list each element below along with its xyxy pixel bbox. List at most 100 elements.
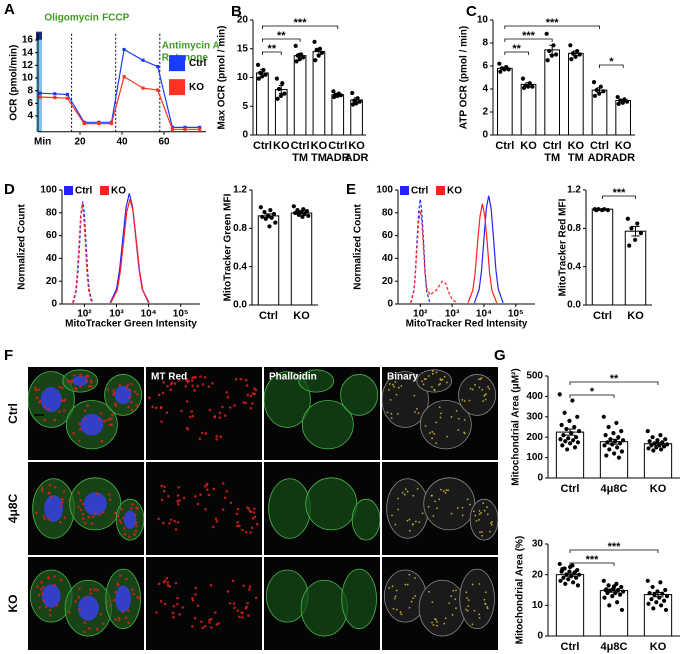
nucleus (41, 584, 61, 608)
x-axis-label: MitoTracker Green Intensity (65, 319, 197, 330)
x-tick-label: ADR (611, 152, 635, 164)
mitochondria (48, 491, 51, 495)
data-point (275, 96, 280, 101)
mitochondria (41, 586, 45, 589)
data-point (615, 445, 620, 450)
mitochondria (425, 378, 428, 380)
mitochondria (191, 625, 194, 628)
point (156, 65, 160, 69)
mitochondria (78, 587, 81, 591)
data-point (605, 440, 610, 445)
mitochondria (167, 494, 170, 498)
cell-actin (301, 400, 354, 450)
mitochondria (221, 508, 225, 512)
mitochondria (34, 511, 38, 515)
x-tick-label: Ctrl (590, 140, 609, 152)
mitochondria (114, 404, 118, 407)
mitochondria (253, 392, 256, 396)
mitochondria (438, 498, 441, 501)
mitochondria (161, 391, 165, 395)
mitochondria (408, 529, 411, 532)
mitochondria (196, 384, 200, 388)
mitochondria (191, 599, 195, 602)
mitochondria (484, 591, 487, 594)
mitochondria (157, 517, 160, 521)
row-label: 4μ8C (6, 493, 20, 523)
mitochondria (162, 489, 166, 493)
mitochondria (68, 611, 71, 614)
mitochondria (91, 522, 94, 525)
mitochondria (42, 514, 46, 518)
legend-swatch (169, 79, 186, 96)
point (170, 125, 174, 129)
mitochondria (129, 507, 133, 510)
mitochondria (474, 383, 476, 386)
x-tick-label: KO (273, 140, 290, 152)
data-point (563, 581, 568, 586)
mitochondria (397, 497, 400, 500)
data-point (620, 438, 626, 443)
mitochondria (112, 389, 115, 392)
bar (331, 94, 345, 136)
mitochondria (486, 513, 489, 516)
point (198, 127, 202, 131)
significance-label: *** (586, 554, 600, 566)
mitochondria (123, 533, 127, 536)
cell-outline (458, 374, 497, 416)
mitochondria (67, 380, 71, 383)
mitochondria (441, 378, 444, 381)
mitochondria (242, 584, 246, 588)
mitochondria (435, 371, 438, 374)
mitochondria (431, 494, 433, 497)
mitochondria (114, 511, 117, 515)
significance-bracket (569, 394, 615, 398)
mitochondria (40, 489, 44, 492)
mitochondria (477, 378, 480, 381)
mitochondria (400, 385, 403, 387)
mitochondria (102, 419, 106, 423)
panel-label: B (231, 3, 242, 20)
bar (496, 67, 513, 136)
y-tick-label: 20 (237, 15, 249, 26)
mitochondria (480, 376, 483, 379)
data-point (611, 431, 616, 436)
y-tick-label: 100 (526, 452, 543, 463)
mitochondria (228, 406, 232, 409)
mitochondria (136, 507, 139, 510)
mitochondria (59, 578, 63, 582)
x-tick-label: 4μ8C (601, 483, 628, 495)
mitochondria (137, 596, 140, 600)
mitochondria (481, 388, 484, 391)
point (122, 47, 126, 52)
mitochondria (461, 506, 464, 509)
mitochondria (50, 496, 53, 499)
data-point (561, 575, 566, 580)
data-point (629, 226, 634, 231)
x-tick-label: 10⁴ (476, 309, 492, 320)
data-point (619, 607, 625, 613)
mitochondria (181, 606, 185, 609)
mitochondria (389, 398, 392, 401)
mitochondria (77, 491, 81, 495)
mitochondria (241, 528, 244, 532)
y-tick-label: 200 (526, 432, 543, 443)
y-tick-label: 0.0 (567, 300, 581, 311)
mitochondria (200, 431, 204, 435)
x-tick-label: Ctrl (291, 140, 310, 152)
mitochondria (86, 404, 89, 408)
mitochondria (44, 605, 48, 608)
series-line (473, 195, 504, 304)
x-tick-label: KO (650, 641, 667, 653)
bar (256, 72, 269, 136)
data-point (293, 43, 298, 48)
mitochondria (193, 495, 197, 498)
mitochondria (466, 597, 468, 599)
mitochondria (89, 379, 93, 382)
mitochondria (174, 581, 178, 585)
mitochondria (190, 410, 193, 413)
data-point (664, 594, 670, 599)
mitochondria (163, 485, 166, 489)
mitochondria (238, 524, 241, 528)
panel-label: E (346, 181, 356, 198)
mitochondria (446, 381, 448, 384)
